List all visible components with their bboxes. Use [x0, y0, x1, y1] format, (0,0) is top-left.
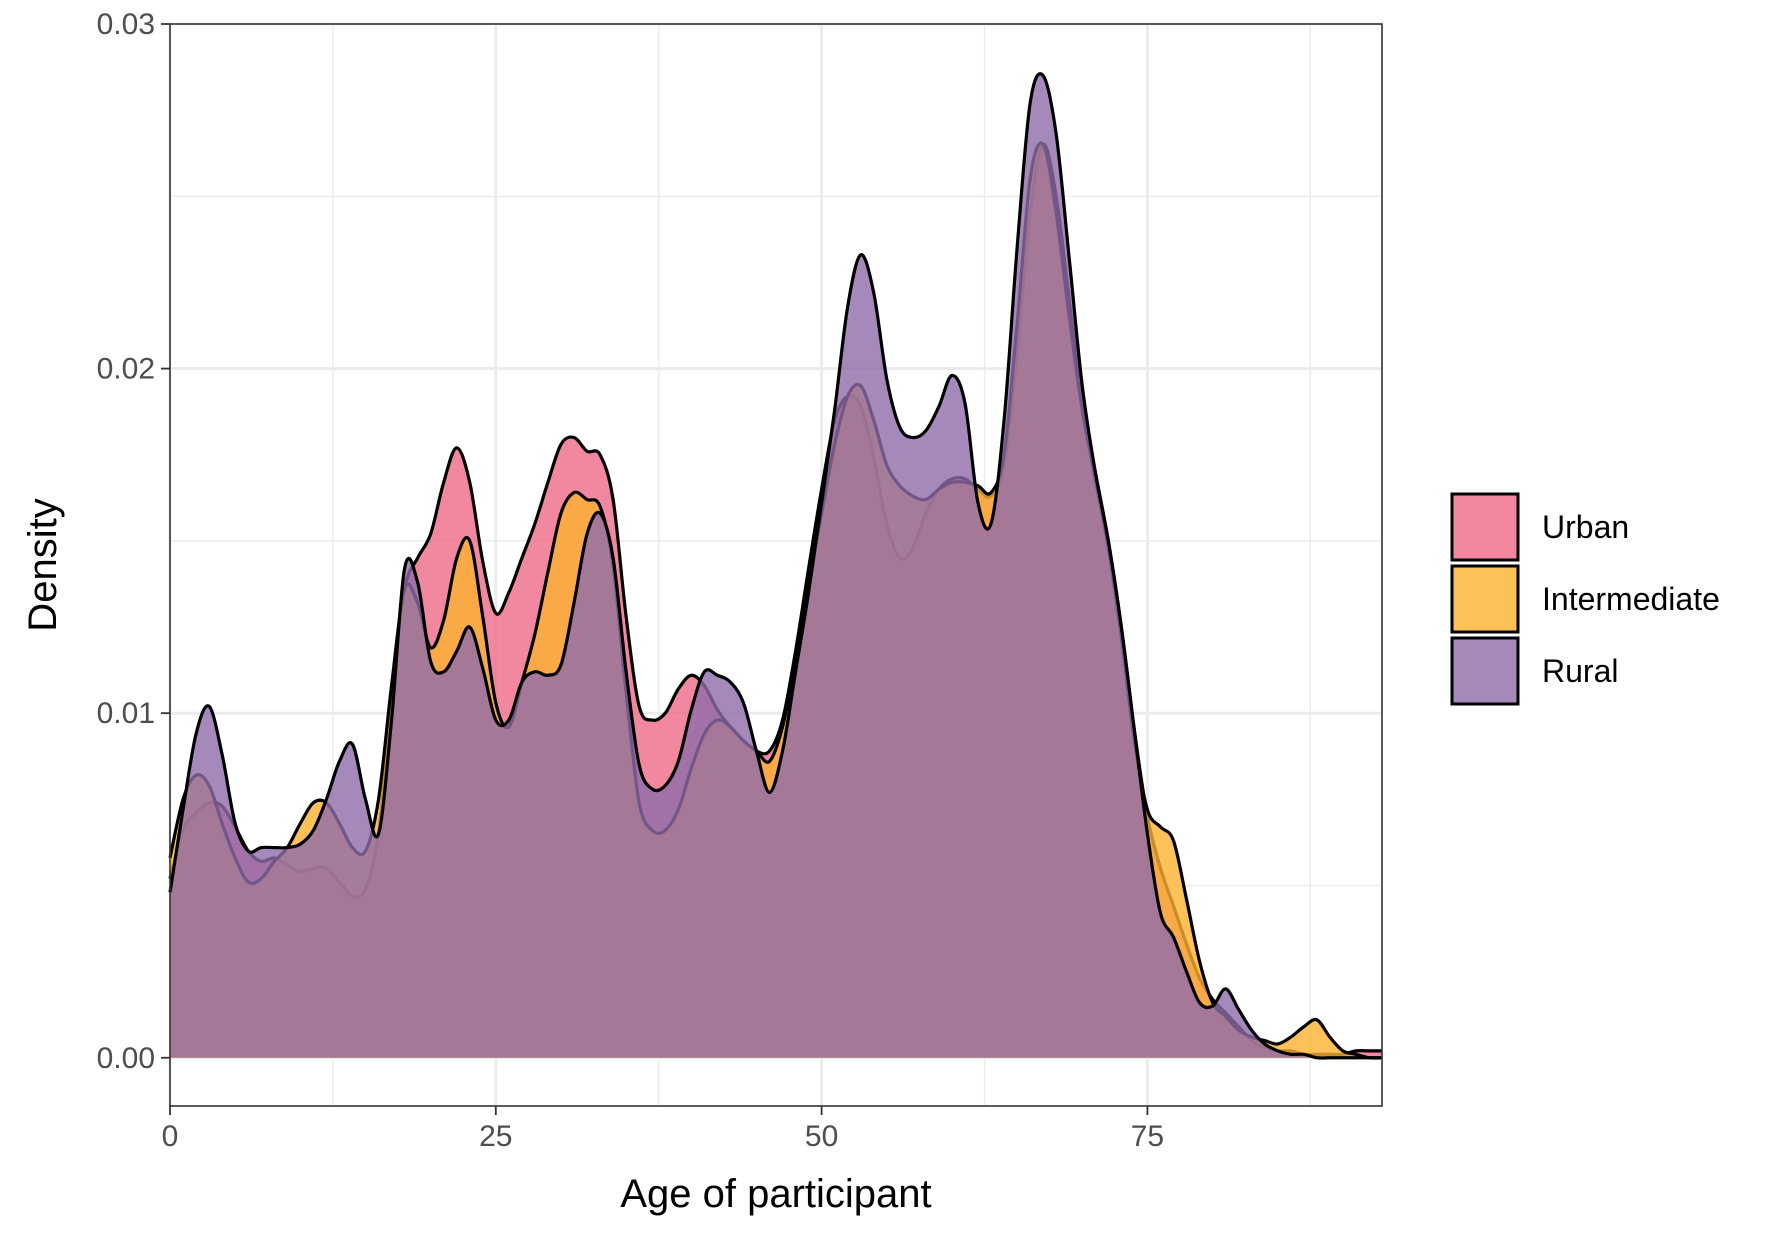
legend-label-urban: Urban	[1542, 509, 1629, 545]
x-tick-label: 25	[479, 1120, 512, 1153]
density-areas	[168, 72, 1383, 1060]
legend-label-intermediate: Intermediate	[1542, 581, 1720, 617]
legend-key-urban	[1450, 492, 1520, 562]
legend-key-intermediate	[1450, 564, 1520, 634]
legend-label-rural: Rural	[1542, 653, 1618, 689]
density-line-intermediate	[168, 141, 1383, 1060]
y-tick-label: 0.01	[97, 697, 155, 730]
y-tick-label: 0.00	[97, 1042, 155, 1075]
x-tick-label: 75	[1131, 1120, 1164, 1153]
y-tick-label: 0.03	[97, 8, 155, 41]
density-area-rural	[170, 73, 1382, 1059]
legend-key-rural	[1450, 636, 1520, 706]
y-tick-label: 0.02	[97, 353, 155, 386]
legend: Urban Intermediate Rural	[1450, 492, 1720, 706]
x-tick-label: 50	[805, 1120, 838, 1153]
x-axis-title: Age of participant	[620, 1172, 931, 1216]
y-axis-title: Density	[21, 498, 65, 631]
density-line-rural	[168, 72, 1382, 1060]
plot-border	[169, 23, 1383, 1107]
y-axis: 0.00 0.01 0.02 0.03	[97, 8, 170, 1075]
x-axis: 0 25 50 75	[162, 1106, 1164, 1153]
x-tick-label: 0	[162, 1120, 179, 1153]
